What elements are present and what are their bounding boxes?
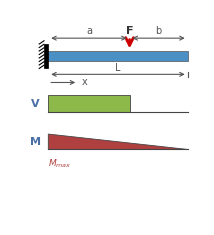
Text: M: M <box>30 137 40 147</box>
Text: V: V <box>31 99 39 109</box>
Text: L: L <box>115 63 121 73</box>
Text: b: b <box>156 26 162 36</box>
Bar <box>48 51 188 61</box>
Text: $M_{max}$: $M_{max}$ <box>48 158 72 170</box>
Text: a: a <box>86 26 92 36</box>
Text: F: F <box>126 26 133 36</box>
Polygon shape <box>48 134 188 149</box>
Bar <box>44 44 48 68</box>
Bar <box>48 95 129 112</box>
Text: x: x <box>82 78 87 87</box>
